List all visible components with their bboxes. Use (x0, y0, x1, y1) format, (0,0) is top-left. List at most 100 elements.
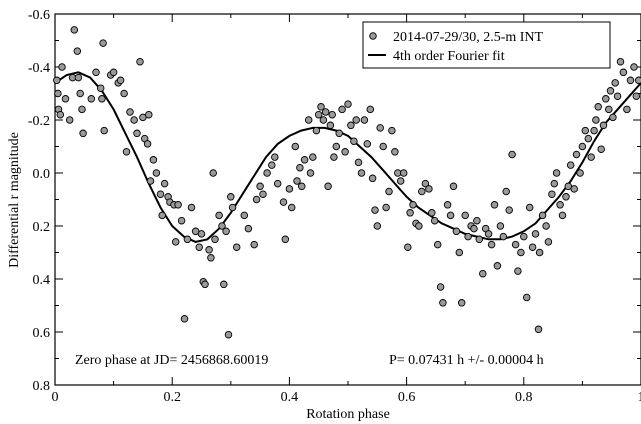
data-point (433, 240, 442, 249)
data-point (350, 137, 358, 145)
data-point (446, 211, 455, 220)
data-point (56, 110, 65, 119)
data-point (430, 216, 439, 225)
zero-phase-annotation: Zero phase at JD= 2456868.60019 (75, 353, 268, 368)
data-point (354, 158, 363, 167)
data-point (309, 153, 317, 161)
data-point (514, 267, 522, 275)
data-point (473, 216, 481, 225)
data-point (317, 103, 325, 111)
x-tick-label: 0.6 (398, 390, 416, 405)
data-point (209, 169, 217, 177)
data-point (376, 124, 384, 132)
data-point (368, 174, 377, 183)
data-point (630, 63, 638, 71)
data-point (271, 153, 279, 161)
data-point (544, 238, 553, 246)
data-point (613, 92, 622, 100)
data-point (332, 142, 341, 151)
data-point (570, 185, 578, 193)
data-point (542, 222, 550, 230)
data-point (268, 161, 276, 169)
data-point (531, 230, 540, 238)
data-point (572, 150, 581, 159)
data-point (228, 203, 237, 212)
data-point (562, 193, 570, 201)
data-point (490, 201, 499, 209)
data-point (240, 211, 249, 220)
data-point (632, 92, 641, 100)
data-point (187, 203, 196, 212)
legend-box (362, 21, 611, 69)
data-point (197, 230, 206, 238)
data-point (149, 156, 158, 164)
period-annotation: P= 0.07431 h +/- 0.00004 h (389, 353, 544, 368)
data-point (538, 211, 547, 220)
data-point (404, 243, 412, 251)
data-point (421, 179, 430, 188)
data-point (183, 235, 192, 244)
x-tick-label: 0.8 (515, 390, 533, 405)
data-point (587, 153, 595, 161)
data-point (330, 153, 338, 161)
y-tick-label: 0.2 (33, 220, 51, 235)
legend: 2014-07-29/30, 2.5-m INT 4th order Fouri… (362, 21, 611, 69)
data-point (76, 89, 84, 98)
y-tick-label: -0.4 (28, 61, 50, 76)
axis-ticks: 0 0.2 0.4 0.6 0.8 1 -0.6 -0.4 -0.2 0.0 0.2 0.4 0.6 0.… (28, 8, 641, 405)
data-point (619, 68, 628, 77)
x-tick-label: 0.2 (163, 390, 181, 405)
data-point (464, 232, 472, 241)
legend-label-points: 2014-07-29/30, 2.5-m INT (393, 30, 544, 45)
data-point (611, 79, 619, 87)
data-point (373, 222, 382, 230)
data-point (99, 39, 107, 47)
data-point (508, 150, 516, 159)
data-point (418, 187, 426, 196)
data-point (360, 116, 369, 124)
data-point (224, 330, 233, 339)
data-point (252, 195, 261, 204)
data-point (218, 222, 226, 230)
plot-frame (54, 13, 641, 386)
data-point (379, 142, 387, 151)
data-point (160, 179, 169, 188)
data-point (496, 222, 505, 230)
data-point (581, 126, 590, 135)
data-point (576, 169, 584, 177)
data-point (98, 95, 106, 103)
data-point (285, 185, 294, 193)
data-point (578, 142, 587, 151)
data-point (65, 116, 74, 124)
data-point (92, 68, 100, 77)
data-point (61, 95, 70, 103)
data-point (511, 240, 520, 249)
data-point (250, 240, 258, 249)
data-point (479, 269, 487, 278)
data-point (338, 105, 346, 114)
data-point (53, 76, 61, 85)
data-point (391, 148, 399, 156)
data-point (520, 232, 528, 241)
data-point (425, 185, 433, 193)
data-point (487, 240, 496, 249)
data-point (177, 216, 186, 225)
data-point (556, 201, 564, 209)
data-point (126, 108, 134, 116)
data-point (312, 126, 321, 135)
data-point (366, 105, 375, 114)
data-point (584, 134, 593, 143)
data-point (146, 177, 155, 185)
data-point (371, 206, 379, 214)
data-point (388, 126, 396, 135)
data-point (449, 182, 458, 191)
data-point (623, 105, 631, 114)
data-point (273, 179, 282, 188)
data-point (96, 84, 105, 92)
data-point (475, 235, 484, 244)
data-point (79, 129, 87, 138)
data-point (455, 248, 464, 257)
data-point (347, 121, 355, 130)
data-point (470, 224, 478, 233)
data-point (70, 26, 79, 34)
